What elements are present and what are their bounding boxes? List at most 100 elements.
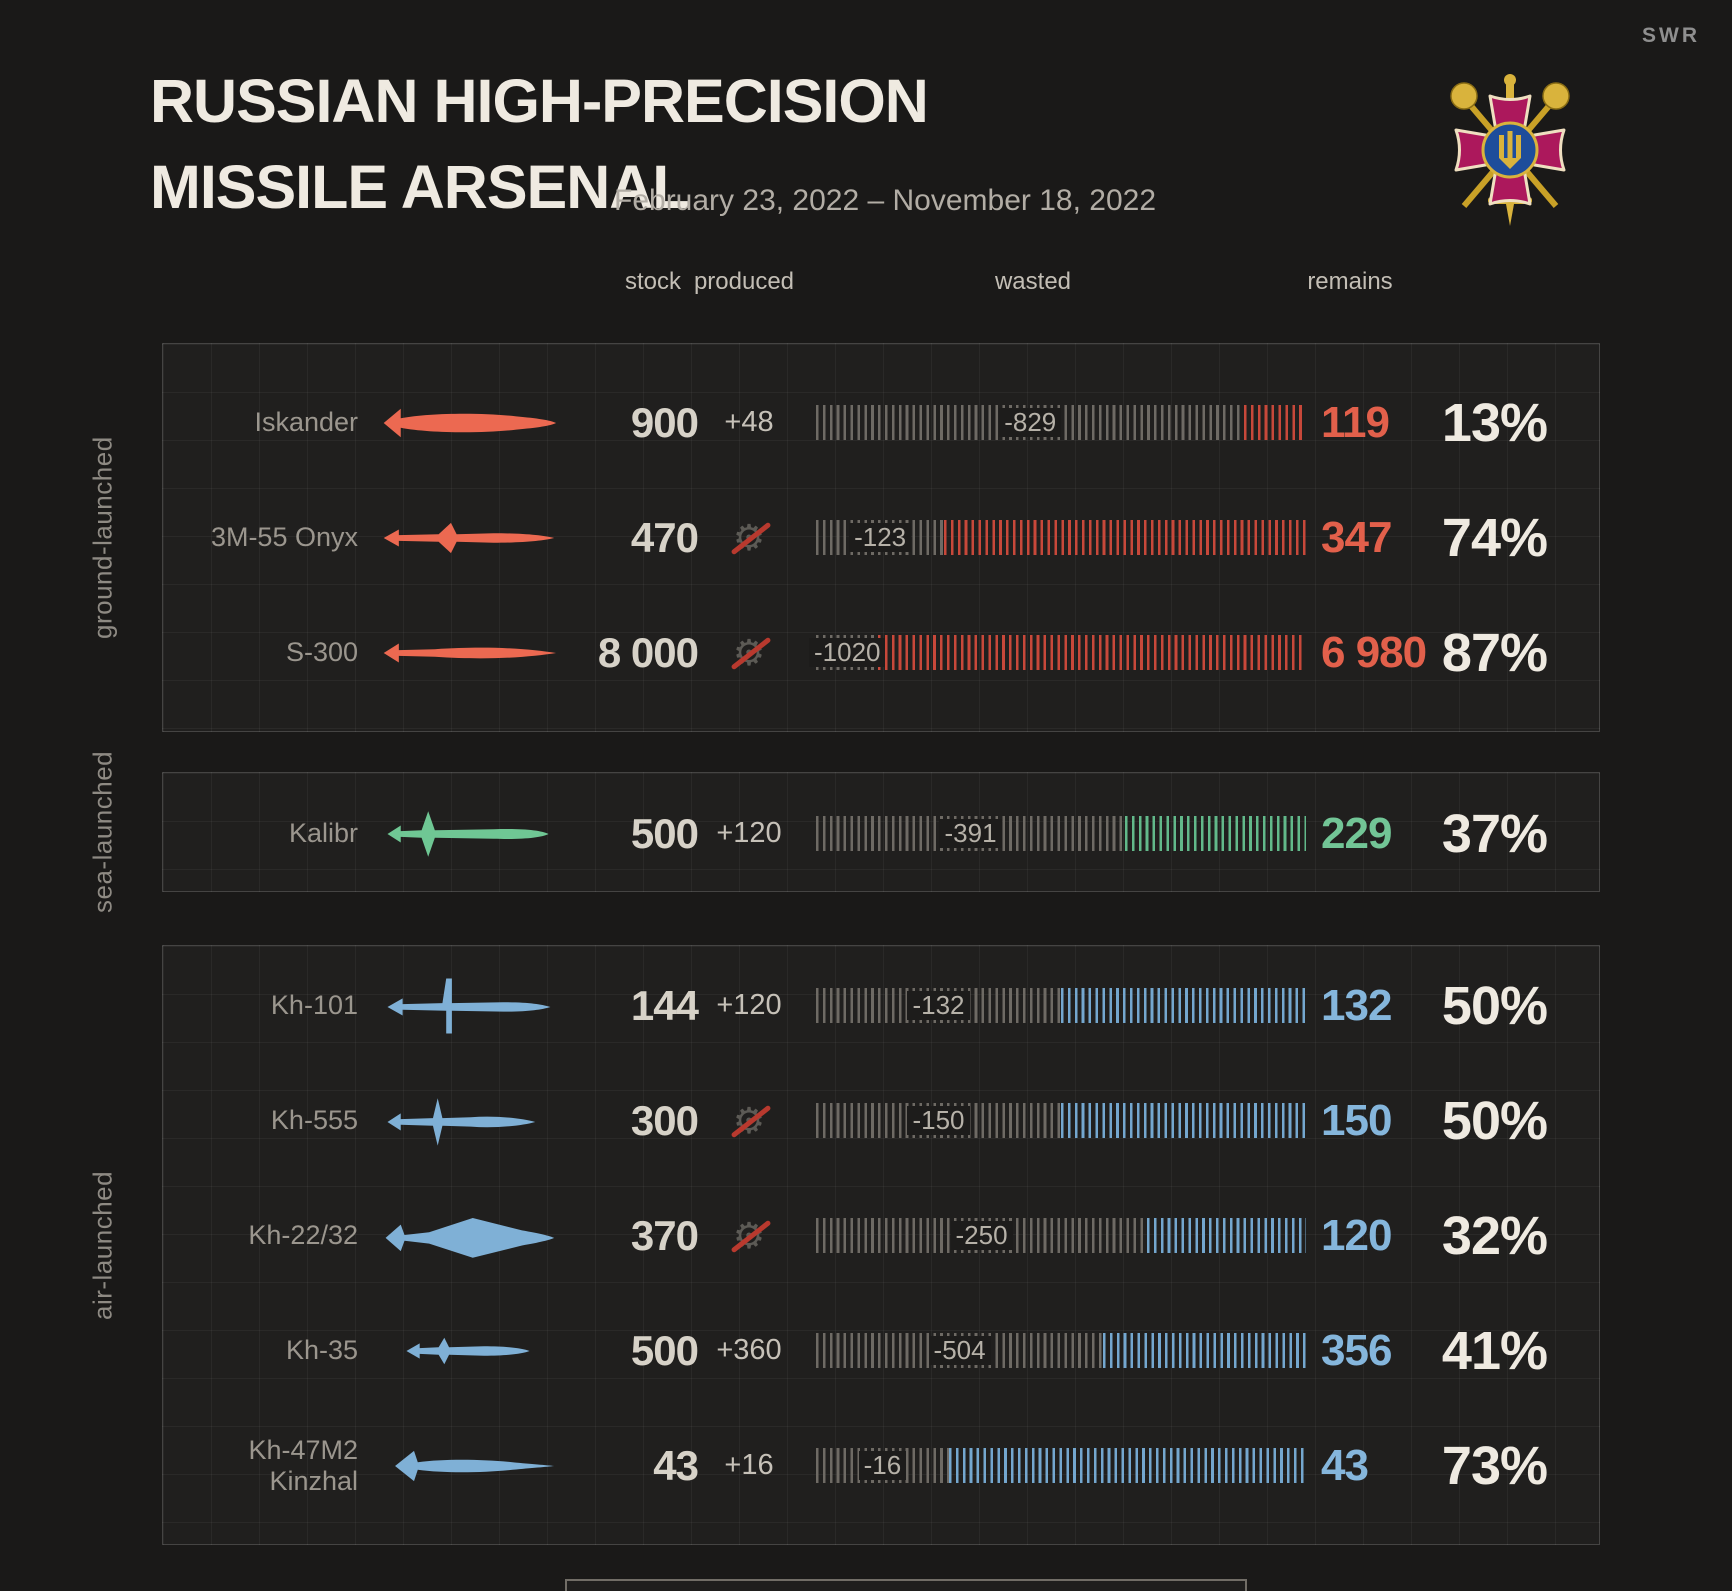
section-rows: Kalibr 500 +120 -391 229 37% (163, 773, 1599, 891)
wasted-bar-segment: -829 (816, 405, 1245, 440)
wasted-value: -504 (928, 1336, 991, 1365)
remains-value: 150 (1321, 1095, 1392, 1145)
stock-bar: -829 (816, 365, 1306, 480)
section-box: sea-launched Kalibr 500 +120 -391 229 37… (88, 751, 1600, 913)
wasted-bar-segment: -150 (816, 1103, 1061, 1138)
remains-bar-segment (1103, 1333, 1306, 1368)
missile-icon-cell (375, 365, 560, 480)
missile-name: Kh-35 (285, 1335, 358, 1366)
stock-bar-track: -250 (816, 1218, 1306, 1253)
stock-bar-track: -150 (816, 1103, 1306, 1138)
kh555-missile-icon (386, 1097, 535, 1146)
missile-icon-cell (375, 776, 560, 891)
missile-name: S-300 (285, 637, 358, 668)
remains-value: 43 (1321, 1440, 1369, 1490)
stock-bar-track: -16 (816, 1448, 1306, 1483)
missile-icon-cell (375, 595, 560, 710)
stock-value: 500 (630, 1326, 699, 1374)
no-production-icon: ⚙ (730, 519, 772, 556)
wasted-value: -132 (907, 991, 970, 1020)
produced-value: ⚙ (703, 595, 795, 710)
remains-value: 356 (1321, 1325, 1392, 1375)
produced-value: +120 (716, 989, 782, 1021)
stock-bar: -504 (816, 1293, 1306, 1408)
missile-name: Iskander (254, 407, 358, 438)
stock-bar: -16 (816, 1408, 1306, 1523)
missile-row: Kalibr 500 +120 -391 229 37% (163, 776, 1599, 891)
section-label: sea-launched (87, 750, 118, 914)
section-label: ground-launched (87, 436, 118, 639)
trident-icon (1499, 131, 1521, 169)
remains-percent: 87% (1441, 622, 1548, 683)
missile-row: Kh-101 144 +120 -132 132 50% (163, 948, 1599, 1063)
stock-value: 470 (630, 513, 699, 561)
missile-row: S-300 8 000 ⚙ -1020 6 980 87% (163, 595, 1599, 710)
no-production-icon: ⚙ (730, 1102, 772, 1139)
remains-bar-segment (1125, 816, 1306, 851)
stock-bar-track: -123 (816, 520, 1306, 555)
page-title-line1: RUSSIAN HIGH-PRECISION (150, 67, 929, 135)
missile-name: Kh-555 (270, 1105, 358, 1136)
remains-percent: 41% (1441, 1320, 1548, 1381)
stock-bar: -123 (816, 480, 1306, 595)
onyx-missile-icon (383, 522, 554, 553)
stock-value: 370 (630, 1211, 699, 1259)
missile-row: Iskander 900 +48 -829 119 13% (163, 365, 1599, 480)
wasted-bar-segment: -16 (816, 1448, 949, 1483)
missile-icon-cell (375, 480, 560, 595)
produced-value: +120 (716, 817, 782, 849)
remains-percent: 73% (1441, 1435, 1548, 1496)
remains-percent: 13% (1441, 392, 1548, 453)
mace-head-right (1542, 82, 1570, 110)
column-header-stock: stock (624, 268, 681, 295)
missile-icon-cell (375, 1063, 560, 1178)
remains-value: 119 (1321, 397, 1390, 447)
remains-value: 120 (1321, 1210, 1392, 1260)
missile-icon-cell (375, 1408, 560, 1523)
stock-bar-track: -504 (816, 1333, 1306, 1368)
kh35-missile-icon (405, 1337, 530, 1364)
column-header-produced: produced (693, 268, 795, 295)
stock-value: 43 (653, 1441, 699, 1489)
wasted-bar-segment: -1020 (808, 635, 886, 670)
wasted-bar-segment: -123 (816, 520, 945, 555)
section-box: ground-launched Iskander 900 +48 -829 11… (88, 343, 1600, 732)
missile-name: Kh-47M2 Kinzhal (248, 1435, 358, 1496)
remains-percent: 74% (1441, 507, 1548, 568)
wasted-value: -829 (999, 408, 1062, 437)
remains-bar-segment (1061, 1103, 1306, 1138)
missile-row: 3M-55 Onyx 470 ⚙ -123 347 74% (163, 480, 1599, 595)
stock-bar-track: -829 (816, 405, 1306, 440)
iskander-missile-icon (383, 408, 556, 437)
missile-icon-cell (375, 1178, 560, 1293)
stock-value: 144 (630, 981, 699, 1029)
remains-percent: 37% (1441, 803, 1548, 864)
produced-value: +360 (716, 1334, 782, 1366)
kh2232-missile-icon (385, 1217, 554, 1258)
section-rows: Kh-101 144 +120 -132 132 50% Kh-555 300 … (163, 946, 1599, 1523)
remains-bar-segment (878, 635, 1306, 670)
section-rows: Iskander 900 +48 -829 119 13% 3M-55 Onyx… (163, 344, 1599, 710)
missile-row: Kh-35 500 +360 -504 356 41% (163, 1293, 1599, 1408)
kinzhal-missile-icon (394, 1450, 554, 1481)
mace-head-left (1450, 82, 1478, 110)
remains-value: 229 (1321, 808, 1392, 858)
date-range: February 23, 2022 – November 18, 2022 (614, 184, 1157, 217)
stock-value: 500 (630, 809, 699, 857)
remains-value: 132 (1321, 980, 1392, 1030)
stock-bar-track: -1020 (808, 635, 1306, 670)
wasted-value: -123 (849, 523, 912, 552)
section-label: air-launched (87, 1170, 118, 1320)
remains-percent: 50% (1441, 975, 1548, 1036)
missile-row: Kh-47M2 Kinzhal 43 +16 -16 43 73% (163, 1408, 1599, 1523)
remains-percent: 32% (1441, 1205, 1548, 1266)
wasted-value: -1020 (808, 638, 886, 667)
missile-name: Kalibr (288, 818, 358, 849)
remains-bar-segment (944, 520, 1306, 555)
remains-value: 6 980 (1321, 627, 1427, 677)
swr-logo: SWR (1642, 24, 1700, 47)
wasted-value: -391 (939, 819, 1002, 848)
produced-value: ⚙ (703, 1063, 795, 1178)
stock-bar: -391 (816, 776, 1306, 891)
produced-value: +16 (724, 1449, 774, 1481)
